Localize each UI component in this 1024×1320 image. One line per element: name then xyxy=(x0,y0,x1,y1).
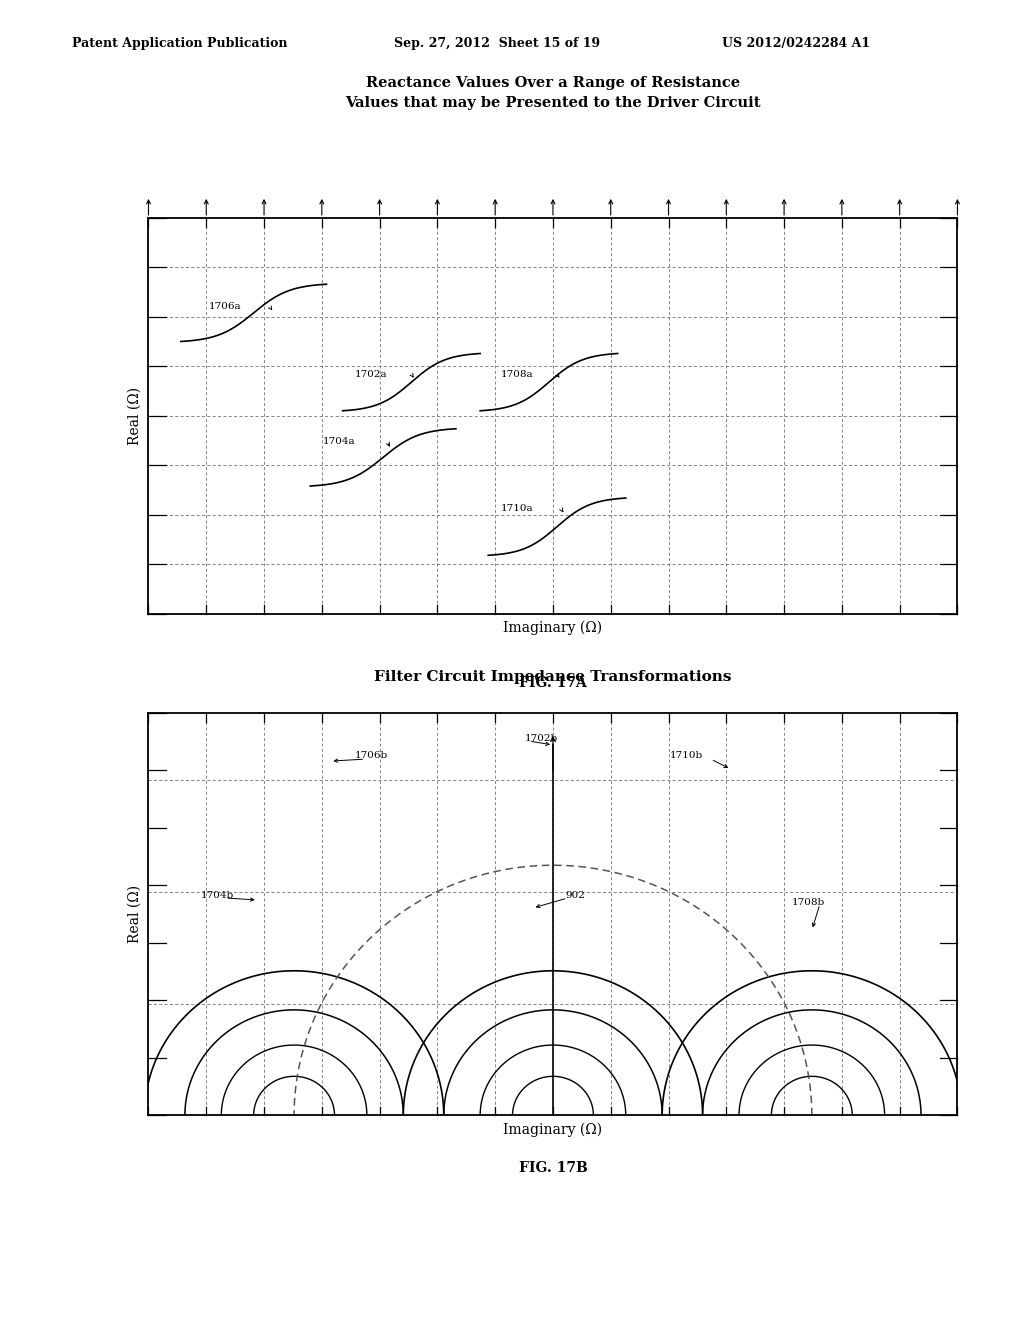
X-axis label: Imaginary (Ω): Imaginary (Ω) xyxy=(504,620,602,635)
Text: 1704a: 1704a xyxy=(323,437,355,446)
Text: Patent Application Publication: Patent Application Publication xyxy=(72,37,287,50)
Text: 1710b: 1710b xyxy=(671,751,703,759)
Text: FIG. 17B: FIG. 17B xyxy=(518,1160,588,1175)
Text: US 2012/0242284 A1: US 2012/0242284 A1 xyxy=(722,37,870,50)
Text: 1708a: 1708a xyxy=(501,370,534,379)
Text: FIG. 17A: FIG. 17A xyxy=(519,676,587,690)
Text: Filter Circuit Impedance Transformations: Filter Circuit Impedance Transformations xyxy=(374,669,732,684)
Text: 1706b: 1706b xyxy=(354,751,388,759)
Text: Sep. 27, 2012  Sheet 15 of 19: Sep. 27, 2012 Sheet 15 of 19 xyxy=(394,37,600,50)
Text: 1706a: 1706a xyxy=(209,302,242,312)
Text: 902: 902 xyxy=(565,891,585,900)
Text: 1702a: 1702a xyxy=(354,370,387,379)
Text: 1704b: 1704b xyxy=(201,891,234,900)
Y-axis label: Real (Ω): Real (Ω) xyxy=(128,884,141,944)
Text: 1710a: 1710a xyxy=(501,504,534,513)
Text: 1702b: 1702b xyxy=(524,734,558,743)
X-axis label: Imaginary (Ω): Imaginary (Ω) xyxy=(504,1122,602,1137)
Y-axis label: Real (Ω): Real (Ω) xyxy=(128,387,141,445)
Text: Reactance Values Over a Range of Resistance: Reactance Values Over a Range of Resista… xyxy=(366,75,740,90)
Text: Values that may be Presented to the Driver Circuit: Values that may be Presented to the Driv… xyxy=(345,95,761,110)
Text: 1708b: 1708b xyxy=(792,898,825,907)
